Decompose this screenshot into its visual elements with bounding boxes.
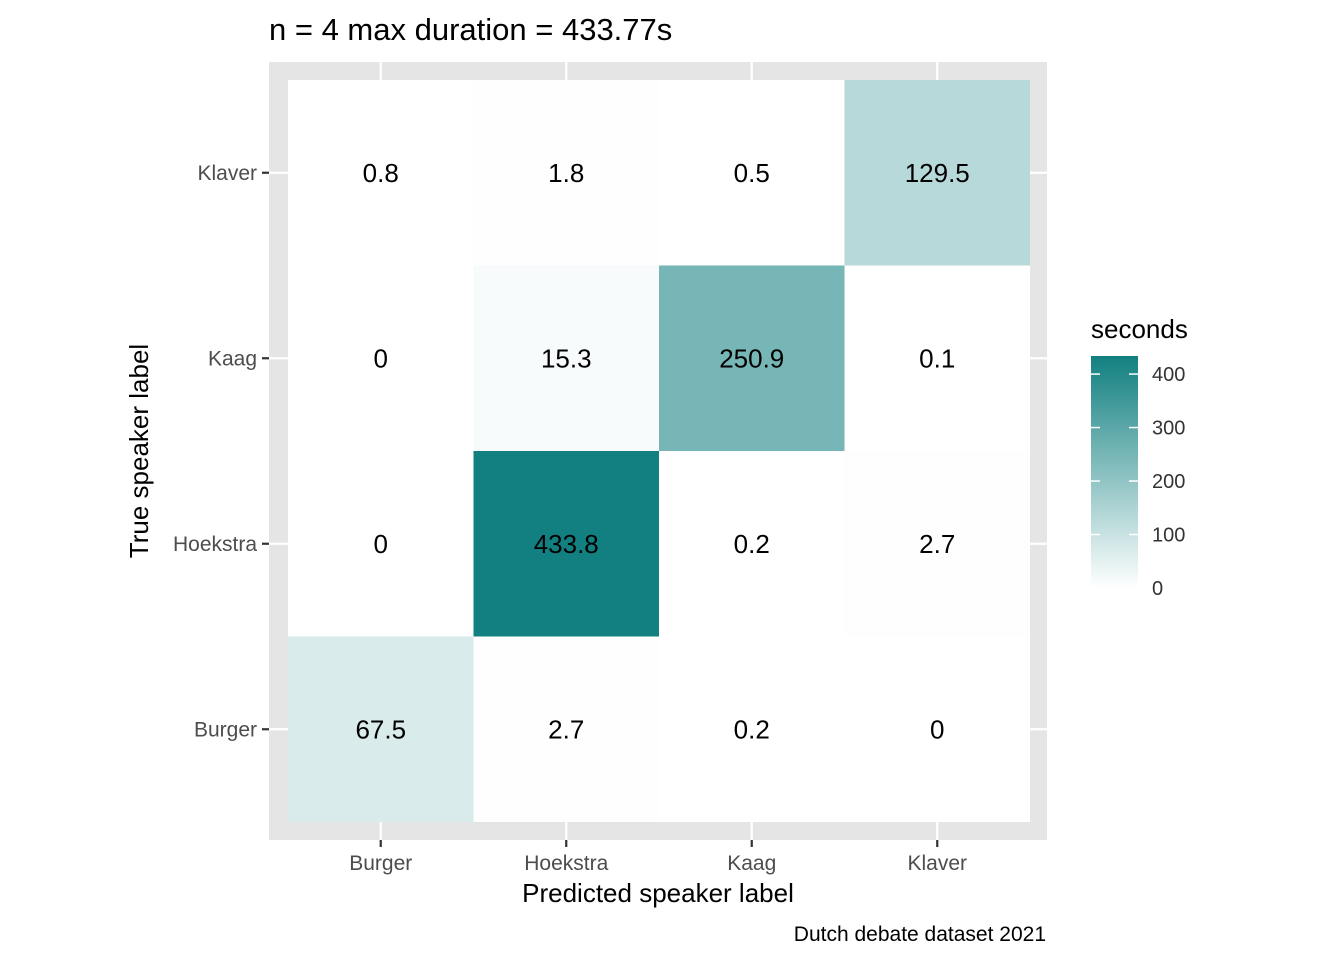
heatmap-tile-klaver-burger — [288, 80, 474, 266]
y-tick-label-hoekstra: Hoekstra — [173, 533, 257, 556]
legend-label-0: 0 — [1152, 578, 1163, 600]
legend-label-100: 100 — [1152, 525, 1185, 547]
heatmap-tile-burger-klaver — [844, 636, 1030, 822]
cell-label-klaver-klaver: 129.5 — [905, 158, 970, 188]
y-tick-label-klaver: Klaver — [197, 162, 257, 185]
color-legend: seconds 0 100 200 300 400 — [1091, 314, 1188, 600]
cell-label-hoekstra-klaver: 2.7 — [919, 529, 955, 559]
heatmap-tile-hoekstra-klaver — [844, 451, 1030, 637]
y-axis: Burger Hoekstra Kaag Klaver — [173, 162, 269, 741]
cell-label-burger-klaver: 0 — [930, 714, 944, 744]
heatmap-tile-klaver-hoekstra — [473, 80, 659, 266]
cell-label-klaver-hoekstra: 1.8 — [548, 158, 584, 188]
cell-label-hoekstra-burger: 0 — [374, 529, 388, 559]
heatmap-tile-hoekstra-burger — [288, 451, 474, 637]
y-tick-label-kaag: Kaag — [208, 347, 257, 370]
heatmap-tile-burger-kaag — [659, 636, 845, 822]
cell-label-hoekstra-kaag: 0.2 — [734, 529, 770, 559]
legend-colorbar — [1091, 356, 1138, 588]
legend-label-400: 400 — [1152, 364, 1185, 386]
x-tick-label-burger: Burger — [349, 852, 412, 875]
cell-label-burger-kaag: 0.2 — [734, 714, 770, 744]
cell-label-hoekstra-hoekstra: 433.8 — [534, 529, 599, 559]
x-axis: Burger Hoekstra Kaag Klaver — [349, 840, 967, 875]
chart-title: n = 4 max duration = 433.77s — [269, 12, 672, 47]
heatmap-tile-kaag-klaver — [844, 265, 1030, 451]
x-tick-label-kaag: Kaag — [727, 852, 776, 875]
x-tick-label-hoekstra: Hoekstra — [524, 852, 608, 875]
x-tick-label-klaver: Klaver — [907, 852, 967, 875]
cell-label-burger-burger: 67.5 — [355, 714, 406, 744]
heatmap-tile-klaver-kaag — [659, 80, 845, 266]
plot-panel: 0.8 1.8 0.5 129.5 0 15.3 250.9 0.1 0 433.8 0.2 2.7 6… — [269, 62, 1047, 840]
heatmap-tile-hoekstra-hoekstra — [473, 451, 659, 637]
cell-label-kaag-hoekstra: 15.3 — [541, 343, 592, 373]
chart-caption: Dutch debate dataset 2021 — [794, 923, 1046, 946]
heatmap-tile-kaag-burger — [288, 265, 474, 451]
heatmap-tile-hoekstra-kaag — [659, 451, 845, 637]
heatmap-tile-klaver-klaver — [844, 80, 1030, 266]
cell-label-kaag-kaag: 250.9 — [719, 343, 784, 373]
legend-label-200: 200 — [1152, 471, 1185, 493]
cell-label-kaag-burger: 0 — [374, 343, 388, 373]
cell-label-klaver-burger: 0.8 — [363, 158, 399, 188]
y-tick-label-burger: Burger — [194, 718, 257, 741]
heatmap-tile-kaag-hoekstra — [473, 265, 659, 451]
legend-label-300: 300 — [1152, 418, 1185, 440]
cell-label-burger-hoekstra: 2.7 — [548, 714, 584, 744]
cell-label-klaver-kaag: 0.5 — [734, 158, 770, 188]
x-axis-title: Predicted speaker label — [522, 878, 794, 908]
heatmap-tile-burger-hoekstra — [473, 636, 659, 822]
y-axis-title: True speaker label — [124, 344, 154, 558]
legend-title: seconds — [1091, 314, 1188, 344]
heatmap-tile-kaag-kaag — [659, 265, 845, 451]
heatmap-tile-burger-burger — [288, 636, 474, 822]
cell-label-kaag-klaver: 0.1 — [919, 343, 955, 373]
